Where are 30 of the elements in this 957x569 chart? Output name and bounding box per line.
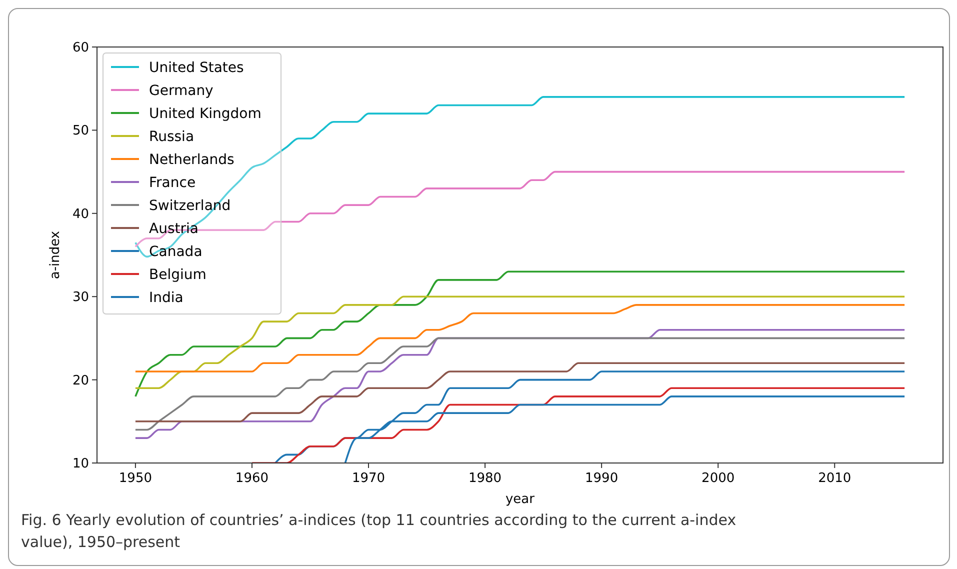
y-tick-label: 30	[72, 290, 89, 306]
y-axis-title: a-index	[48, 230, 63, 280]
y-tick-label: 40	[72, 206, 89, 222]
line-series	[274, 370, 906, 463]
caption: Fig. 6 Yearly evolution of countries’ a-indices (top 11 countries according to the current a-index value), 1950–present	[20, 510, 738, 553]
legend-label: Germany	[149, 83, 214, 99]
x-tick-label: 1950	[118, 471, 152, 486]
line-series	[251, 387, 906, 463]
x-tick-label: 1980	[468, 471, 502, 486]
y-tick-label: 50	[72, 124, 89, 139]
legend-label: Austria	[149, 221, 198, 237]
legend-label: Belgium	[149, 267, 206, 283]
line-series	[134, 96, 906, 258]
x-tick-label: 2000	[702, 471, 735, 486]
x-axis-title: year	[505, 492, 536, 507]
legend-label: United States	[149, 60, 244, 76]
legend-label: United Kingdom	[149, 106, 262, 122]
y-tick-label: 10	[72, 456, 89, 472]
x-tick-label: 1960	[235, 471, 269, 486]
x-tick-label: 1990	[585, 471, 618, 486]
x-tick-label: 1970	[352, 471, 386, 486]
line-series	[134, 362, 906, 422]
legend-label: India	[149, 290, 184, 306]
y-tick-label: 60	[72, 40, 89, 56]
legend-label: Russia	[149, 129, 194, 145]
x-tick-label: 2010	[818, 471, 852, 486]
legend-label: France	[149, 175, 196, 191]
line-series	[134, 304, 906, 372]
y-tick-label: 20	[72, 373, 89, 388]
legend-label: Netherlands	[149, 152, 234, 168]
